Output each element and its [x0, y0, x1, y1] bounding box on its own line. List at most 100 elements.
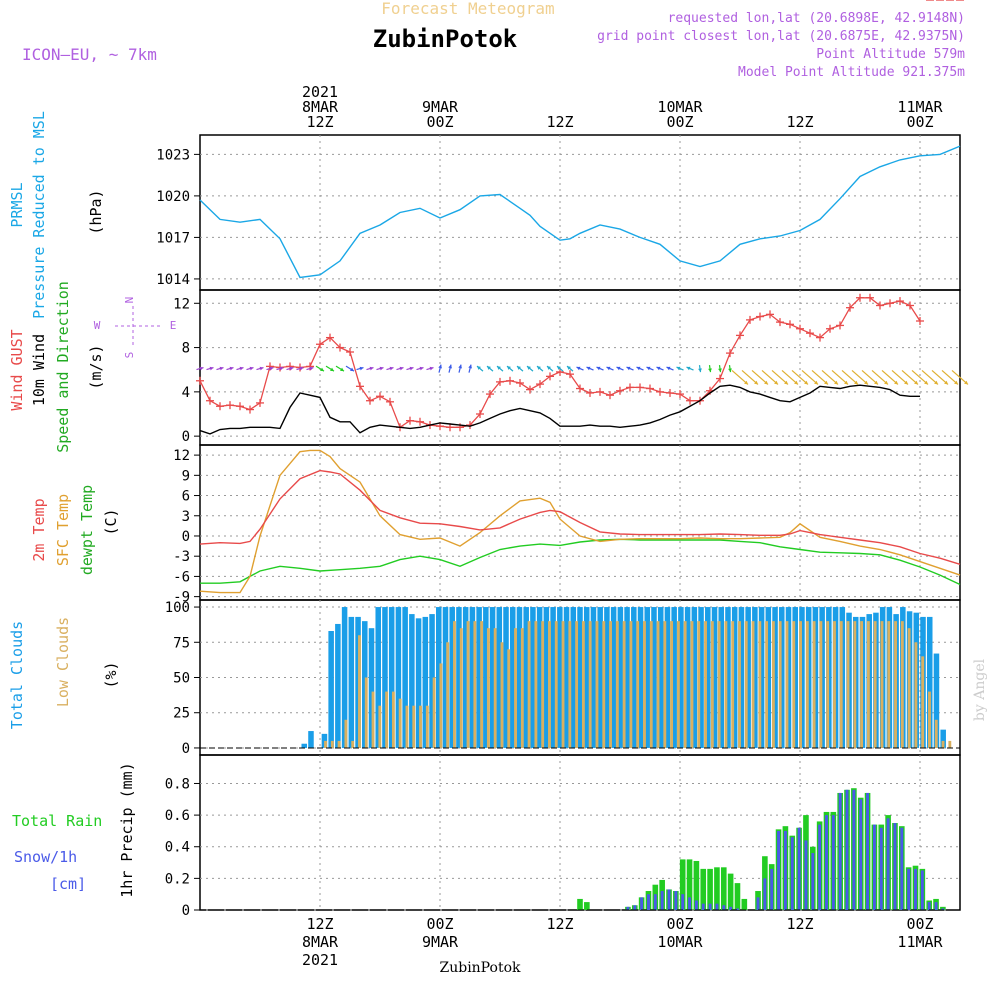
low-clouds-bar [425, 705, 429, 748]
y-tick-label: 0 [182, 529, 190, 545]
top-title: Forecast Meteogram [381, 0, 554, 18]
low-clouds-bar [520, 628, 524, 748]
wind-arrow-head [586, 366, 591, 371]
wind-gust-marker [486, 390, 494, 399]
low-clouds-bar [609, 621, 612, 748]
wind-arrow-head [477, 366, 481, 370]
wind-arrow [216, 366, 224, 371]
low-clouds-bar [697, 621, 701, 748]
low-clouds-bar [894, 621, 897, 748]
wind-arrow [728, 365, 732, 373]
wind-arrow [666, 366, 674, 371]
low-clouds-bar [751, 621, 755, 748]
wind-arrow [616, 366, 624, 371]
y-tick-label: 12 [173, 448, 190, 464]
wind-arrow-shaft [851, 370, 869, 385]
snow-bar [626, 906, 630, 910]
wind-arrow-head [718, 368, 722, 373]
wind-arrow [718, 365, 722, 373]
low-clouds-bar [514, 628, 517, 748]
wind-dir-label: Speed and Direction [54, 281, 72, 453]
wind-arrow-head [438, 364, 443, 369]
wind-gust-marker [766, 310, 774, 319]
wind-arrow-shaft [841, 370, 859, 385]
total-clouds-bar [752, 607, 758, 748]
wind-arrow-head [269, 366, 274, 371]
low-clouds-bar [629, 621, 633, 748]
wind-arrow-head [309, 366, 314, 371]
wind-arrow-head [379, 366, 384, 371]
snow-bar [640, 897, 644, 910]
wind-arrow [741, 370, 759, 385]
top-time-label: 10MAR [657, 98, 703, 116]
total-clouds-bar [550, 607, 556, 748]
total-clouds-bar [765, 607, 772, 748]
y-tick-label: 0.8 [165, 776, 190, 792]
snow-bar [852, 789, 856, 910]
wind-gust-marker [496, 377, 504, 386]
wind-arrow-head [537, 366, 541, 370]
wind-arrow-shaft [921, 370, 939, 385]
header: Forecast Meteogram ZubinPotok ICON—EU, ~… [22, 0, 988, 976]
total-clouds-bar [644, 607, 651, 748]
total-clouds-bar [321, 733, 328, 748]
snow-bar [934, 902, 938, 910]
wind-arrow-head [676, 366, 681, 371]
wind-arrow-head [527, 366, 531, 370]
snow-bar [783, 830, 787, 910]
wind-arrow [246, 366, 254, 371]
total-clouds-bar [731, 607, 738, 748]
wind-arrow-head [567, 366, 571, 370]
rain-bar [584, 902, 590, 910]
low-clouds-bar [880, 621, 884, 748]
low-clouds-bar [846, 621, 850, 748]
snow-bar [927, 902, 931, 910]
wind-arrow [416, 366, 424, 371]
low-clouds-bar [683, 621, 687, 748]
wind-unit: (m/s) [87, 344, 105, 389]
snow-bar [920, 870, 924, 910]
wind-arrow-head [259, 366, 264, 371]
snow-bar [653, 894, 657, 910]
snow-bar [729, 906, 733, 910]
wind-arrow [801, 370, 819, 385]
total-clouds-bar [711, 607, 718, 748]
low-clouds-bar [330, 740, 334, 748]
rain-bar [700, 868, 707, 910]
wind-arrow [286, 366, 294, 371]
top-time-label: 00Z [666, 113, 693, 131]
wind-arrow [196, 366, 204, 371]
wind-arrow [871, 370, 889, 385]
bottom-time-label: 12Z [306, 915, 333, 933]
wind-gust-marker [916, 317, 924, 325]
total-clouds-bar [758, 607, 765, 748]
wind-arrow-head [814, 380, 818, 385]
wind-gust-marker [896, 297, 904, 306]
snow-bar [886, 818, 890, 910]
wind-arrow [426, 366, 434, 371]
top-time-label: 00Z [906, 113, 933, 131]
total-clouds-bar [624, 607, 630, 748]
total-clouds-bar [442, 607, 449, 748]
wind-arrow-head [708, 368, 712, 373]
low-clouds-bar [738, 621, 741, 748]
low-clouds-bar [480, 621, 484, 748]
wind-arrow-head [774, 380, 778, 385]
top-time-label: 9MAR [422, 98, 459, 116]
snow-bar [811, 853, 815, 910]
wind-gust-marker [526, 385, 534, 394]
snow-bar [681, 894, 685, 910]
total-clouds-bar [691, 607, 698, 748]
wind-arrow [636, 366, 644, 371]
low-clouds-bar [704, 621, 707, 748]
y-tick-label: 100 [165, 600, 190, 616]
low-clouds-bar [324, 740, 327, 748]
low-clouds-bar [934, 719, 938, 748]
wind-arrow [448, 364, 453, 373]
wind-gust-marker [206, 396, 214, 405]
wind-arrow-head [429, 366, 434, 371]
rain-bar [720, 867, 727, 910]
wind-gust-marker [316, 340, 324, 349]
total-clouds-bar [785, 607, 792, 748]
